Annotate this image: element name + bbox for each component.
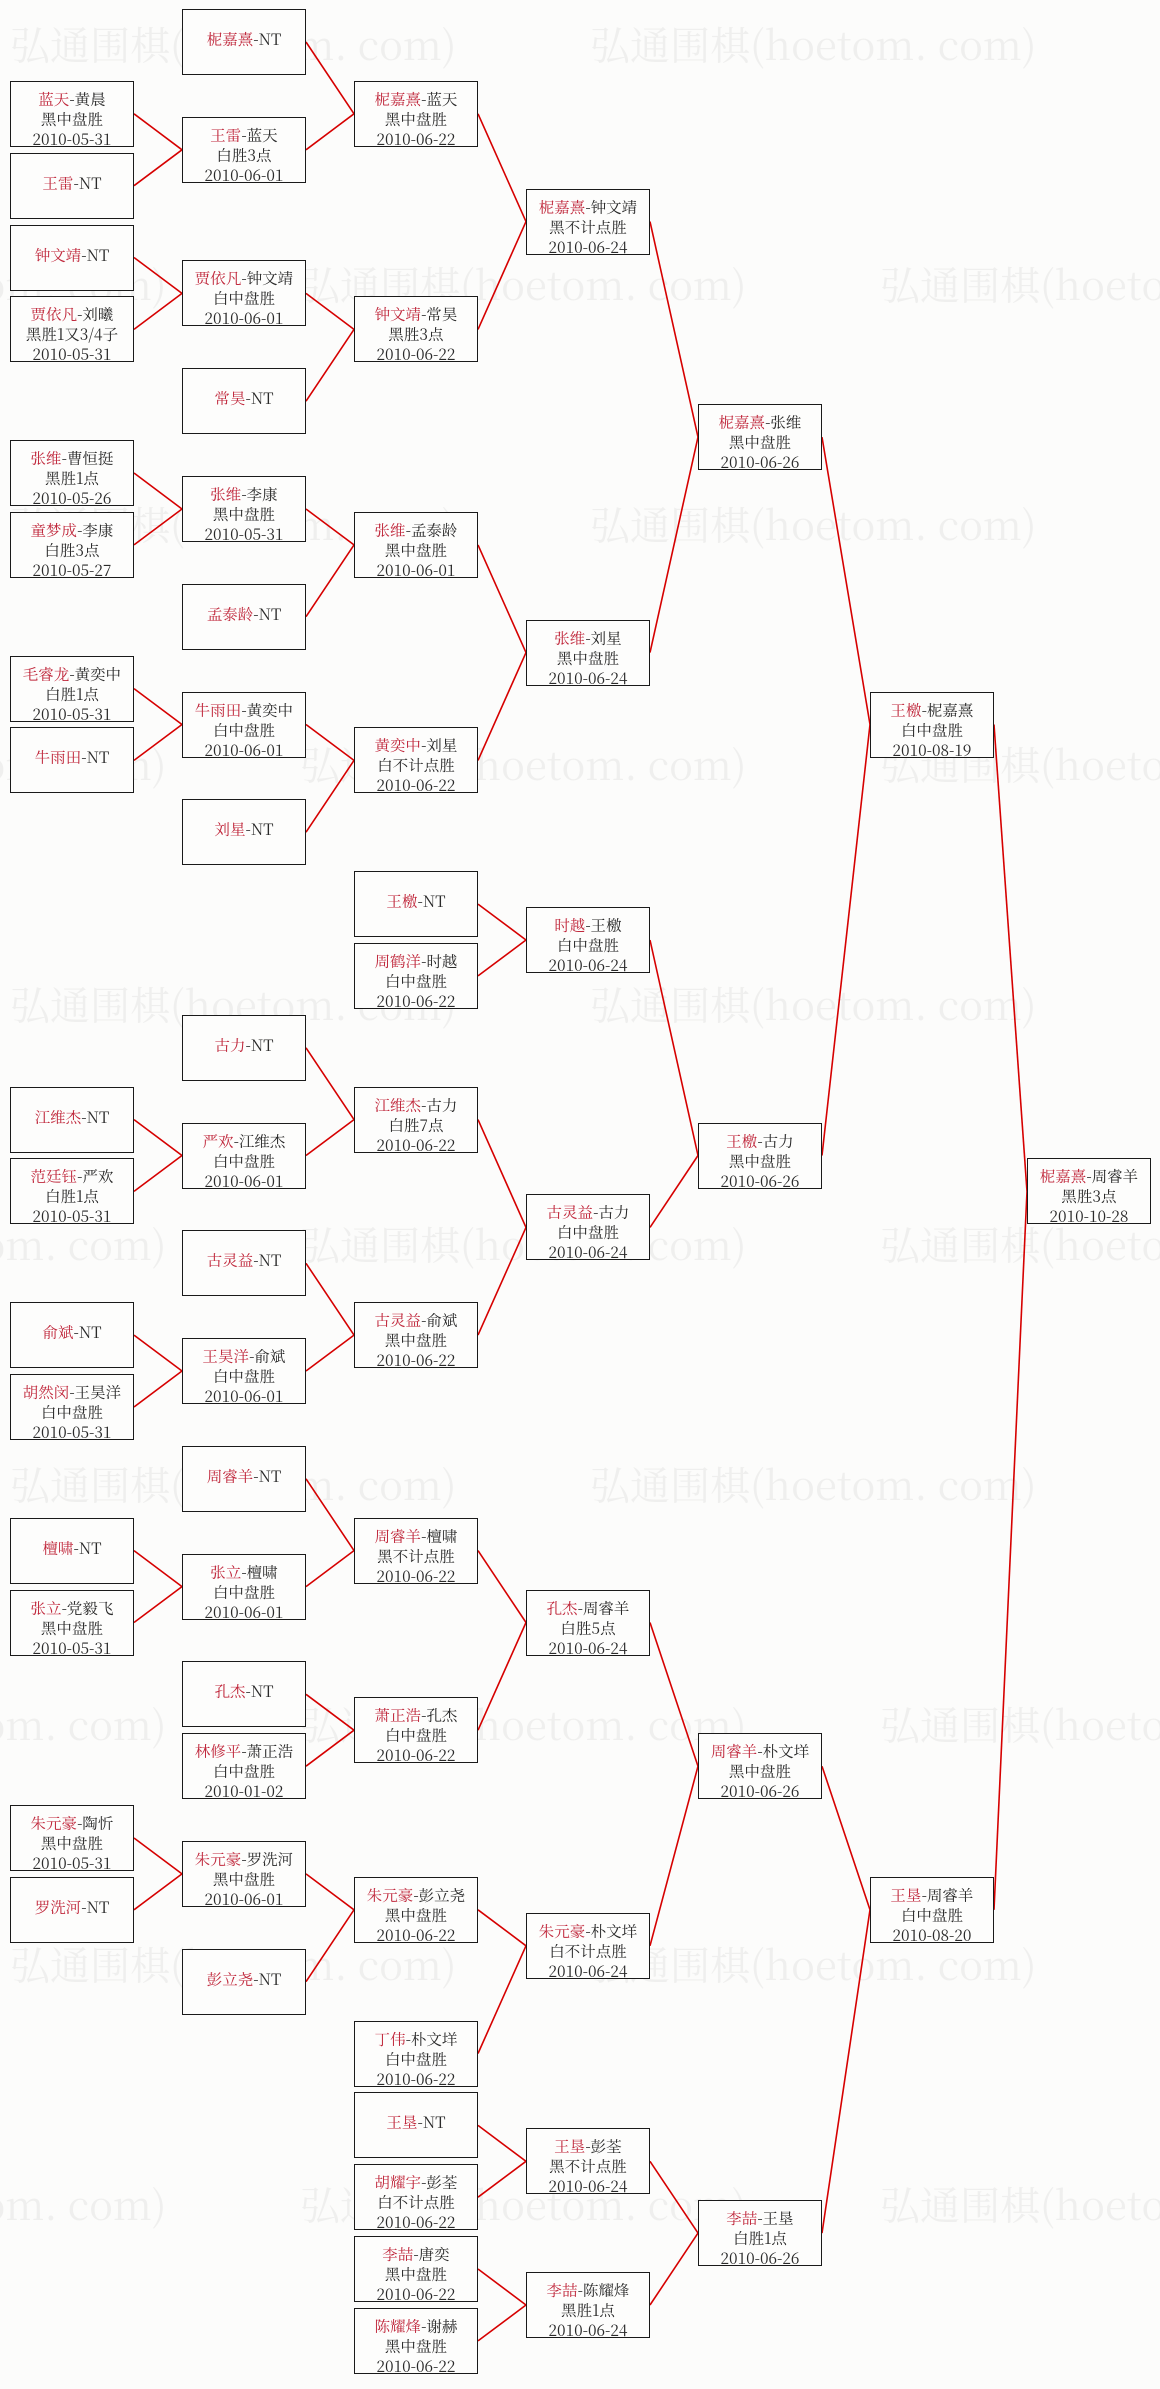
svg-text:弘通围棋(hoetom. com): 弘通围棋(hoetom. com) — [0, 2175, 166, 2232]
svg-text:弘通围棋(hoetom. com): 弘通围棋(hoetom. com) — [880, 255, 1160, 312]
svg-text:弘通围棋(hoetom. com): 弘通围棋(hoetom. com) — [590, 495, 1036, 552]
svg-text:弘通围棋(hoetom. com): 弘通围棋(hoetom. com) — [590, 975, 1036, 1032]
svg-text:弘通围棋(hoetom. com): 弘通围棋(hoetom. com) — [590, 1455, 1036, 1512]
svg-text:弘通围棋(hoetom. com): 弘通围棋(hoetom. com) — [300, 1215, 746, 1272]
svg-text:弘通围棋(hoetom. com): 弘通围棋(hoetom. com) — [880, 2175, 1160, 2232]
svg-text:弘通围棋(hoetom. com): 弘通围棋(hoetom. com) — [880, 1695, 1160, 1752]
svg-text:弘通围棋(hoetom. com): 弘通围棋(hoetom. com) — [0, 1695, 166, 1752]
svg-text:弘通围棋(hoetom. com): 弘通围棋(hoetom. com) — [590, 15, 1036, 72]
